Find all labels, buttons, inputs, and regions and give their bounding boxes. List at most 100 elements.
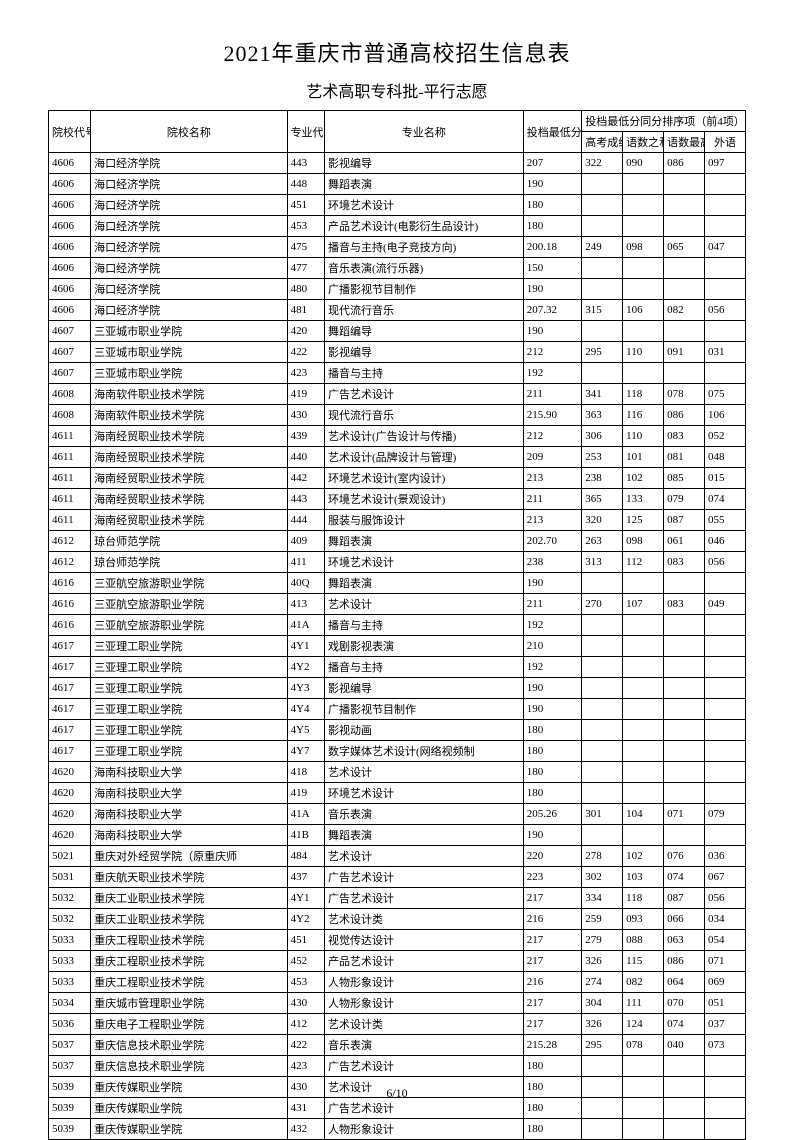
table-cell: 071 <box>705 951 746 972</box>
table-cell: 081 <box>664 447 705 468</box>
table-row: 4611海南经贸职业技术学院442环境艺术设计(室内设计)21323810208… <box>49 468 746 489</box>
table-cell: 111 <box>623 993 664 1014</box>
table-cell: 086 <box>664 951 705 972</box>
table-cell: 087 <box>664 888 705 909</box>
table-cell: 063 <box>664 930 705 951</box>
table-cell: 人物形象设计 <box>324 1119 523 1140</box>
table-cell <box>705 216 746 237</box>
table-cell: 人物形象设计 <box>324 993 523 1014</box>
table-cell: 重庆对外经贸学院（原重庆师 <box>91 846 287 867</box>
table-cell: 215.90 <box>523 405 581 426</box>
table-cell: 重庆信息技术职业学院 <box>91 1056 287 1077</box>
table-cell: 190 <box>523 573 581 594</box>
table-row: 4617三亚理工职业学院4Y3影视编导190 <box>49 678 746 699</box>
table-cell: 207 <box>523 153 581 174</box>
table-cell: 播音与主持 <box>324 363 523 384</box>
table-cell: 海口经济学院 <box>91 237 287 258</box>
table-cell: 播音与主持 <box>324 615 523 636</box>
table-cell: 082 <box>623 972 664 993</box>
table-cell: 098 <box>623 531 664 552</box>
table-cell: 海南软件职业技术学院 <box>91 405 287 426</box>
table-cell: 443 <box>287 489 324 510</box>
table-cell <box>664 657 705 678</box>
table-cell <box>705 1056 746 1077</box>
table-cell: 192 <box>523 615 581 636</box>
table-cell: 115 <box>623 951 664 972</box>
table-cell: 4606 <box>49 300 91 321</box>
table-cell: 274 <box>582 972 623 993</box>
table-cell <box>705 1119 746 1140</box>
table-cell: 326 <box>582 1014 623 1035</box>
table-cell: 326 <box>582 951 623 972</box>
table-cell: 舞蹈表演 <box>324 531 523 552</box>
table-cell: 广告艺术设计 <box>324 867 523 888</box>
table-cell: 295 <box>582 342 623 363</box>
table-cell: 453 <box>287 972 324 993</box>
table-cell: 420 <box>287 321 324 342</box>
table-cell: 180 <box>523 720 581 741</box>
table-cell <box>582 615 623 636</box>
table-cell: 213 <box>523 468 581 489</box>
table-cell <box>705 363 746 384</box>
table-cell: 211 <box>523 594 581 615</box>
table-cell: 广告艺术设计 <box>324 888 523 909</box>
table-cell: 259 <box>582 909 623 930</box>
table-cell: 海南经贸职业技术学院 <box>91 510 287 531</box>
table-cell: 环境艺术设计 <box>324 552 523 573</box>
table-cell: 海南经贸职业技术学院 <box>91 468 287 489</box>
table-cell: 101 <box>623 447 664 468</box>
table-cell: 419 <box>287 783 324 804</box>
table-cell: 150 <box>523 258 581 279</box>
table-row: 4611海南经贸职业技术学院439艺术设计(广告设计与传播)2123061100… <box>49 426 746 447</box>
table-cell: 083 <box>664 594 705 615</box>
table-row: 4612琼台师范学院409舞蹈表演202.70263098061046 <box>49 531 746 552</box>
table-cell: 三亚理工职业学院 <box>91 678 287 699</box>
table-cell: 现代流行音乐 <box>324 300 523 321</box>
table-cell: 423 <box>287 363 324 384</box>
table-cell <box>705 783 746 804</box>
table-row: 4612琼台师范学院411环境艺术设计238313112083056 <box>49 552 746 573</box>
table-cell: 079 <box>664 489 705 510</box>
table-row: 5037重庆信息技术职业学院423广告艺术设计180 <box>49 1056 746 1077</box>
table-row: 4611海南经贸职业技术学院440艺术设计(品牌设计与管理)2092531010… <box>49 447 746 468</box>
table-cell: 4617 <box>49 678 91 699</box>
table-cell <box>582 720 623 741</box>
table-row: 4620海南科技职业大学41A音乐表演205.26301104071079 <box>49 804 746 825</box>
table-cell: 4616 <box>49 615 91 636</box>
table-cell: 4611 <box>49 468 91 489</box>
table-cell: 334 <box>582 888 623 909</box>
table-cell: 5033 <box>49 951 91 972</box>
table-cell <box>705 720 746 741</box>
table-cell <box>664 1056 705 1077</box>
table-row: 4607三亚城市职业学院423播音与主持192 <box>49 363 746 384</box>
table-row: 5032重庆工业职业技术学院4Y2艺术设计类216259093066034 <box>49 909 746 930</box>
table-cell <box>705 741 746 762</box>
table-cell: 015 <box>705 468 746 489</box>
table-cell <box>705 825 746 846</box>
table-cell: 180 <box>523 1056 581 1077</box>
th-school-code: 院校代号 <box>49 111 91 153</box>
table-cell <box>582 195 623 216</box>
table-cell: 106 <box>623 300 664 321</box>
table-cell: 341 <box>582 384 623 405</box>
table-row: 4620海南科技职业大学419环境艺术设计180 <box>49 783 746 804</box>
table-cell: 190 <box>523 174 581 195</box>
table-cell: 074 <box>664 867 705 888</box>
table-cell: 217 <box>523 888 581 909</box>
table-cell: 440 <box>287 447 324 468</box>
table-cell: 海口经济学院 <box>91 279 287 300</box>
table-cell: 263 <box>582 531 623 552</box>
table-cell <box>582 636 623 657</box>
table-cell: 116 <box>623 405 664 426</box>
table-cell: 180 <box>523 741 581 762</box>
table-cell: 419 <box>287 384 324 405</box>
table-cell <box>705 657 746 678</box>
admission-table: 院校代号 院校名称 专业代号 专业名称 投档最低分 投档最低分同分排序项（前4项… <box>48 110 746 1140</box>
table-cell: 4Y1 <box>287 636 324 657</box>
table-cell: 4606 <box>49 174 91 195</box>
table-row: 4620海南科技职业大学418艺术设计180 <box>49 762 746 783</box>
table-cell <box>623 1119 664 1140</box>
page-title: 2021年重庆市普通高校招生信息表 <box>48 36 746 68</box>
table-cell: 069 <box>705 972 746 993</box>
table-row: 4620海南科技职业大学41B舞蹈表演190 <box>49 825 746 846</box>
